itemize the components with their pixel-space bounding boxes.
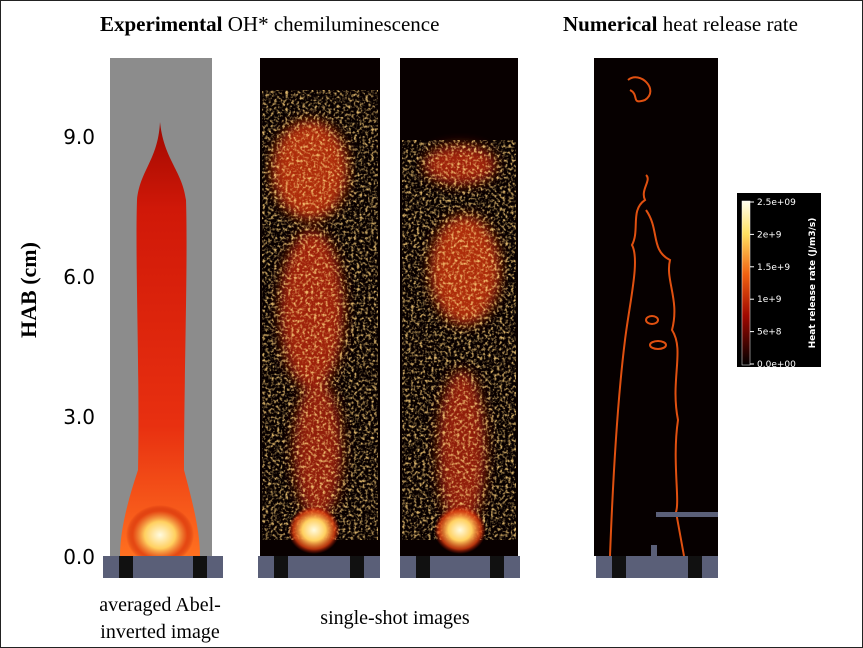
colorbar-title: Heat release rate (J/m3/s)	[808, 218, 818, 349]
colorbar-label: 2.5e+09	[757, 198, 796, 208]
y-tick-label: 9.0	[63, 125, 95, 149]
colorbar-label: 1.5e+9	[757, 263, 790, 273]
header-right: Numerical heat release rate	[563, 12, 798, 36]
burner-gap	[688, 556, 702, 578]
caption: averaged Abel-	[99, 594, 221, 616]
colorbar-label: 0.0e+00	[757, 360, 796, 370]
burner-gap	[490, 556, 504, 578]
burner-gap	[274, 556, 288, 578]
header-left: Experimental OH* chemiluminescence	[100, 12, 439, 36]
caption: inverted image	[100, 621, 220, 643]
burner-gap	[612, 556, 626, 578]
y-tick-label: 3.0	[63, 405, 95, 429]
single-shot-image	[400, 58, 518, 556]
burner-gap	[416, 556, 430, 578]
header-bold: Experimental	[100, 12, 223, 36]
numerical-image	[594, 58, 718, 557]
single-shot-image	[260, 58, 380, 556]
burner-bases	[103, 556, 718, 578]
header-text: OH* chemiluminescence	[222, 12, 439, 36]
header-text: heat release rate	[657, 12, 797, 36]
burner-base	[596, 556, 718, 578]
burner-base	[258, 556, 380, 578]
colorbar-label: 5e+8	[757, 328, 782, 338]
caption: single-shot images	[320, 607, 470, 629]
y-tick-label: 0.0	[63, 545, 95, 569]
colorbar-label: 2e+9	[757, 230, 782, 240]
header-bold: Numerical	[563, 12, 658, 36]
colorbar: Heat release rate (J/m3/s) 2.5e+09 2e+9 1.…	[737, 193, 821, 370]
y-tick-label: 6.0	[63, 265, 95, 289]
burner-gap	[350, 556, 364, 578]
averaged-image	[110, 58, 212, 565]
y-axis-label: HAB (cm)	[16, 242, 41, 338]
burner-gap	[193, 556, 207, 578]
y-ticks: 9.0 6.0 3.0 0.0	[63, 125, 95, 569]
burner-gap	[119, 556, 133, 578]
colorbar-label: 1e+9	[757, 295, 782, 305]
